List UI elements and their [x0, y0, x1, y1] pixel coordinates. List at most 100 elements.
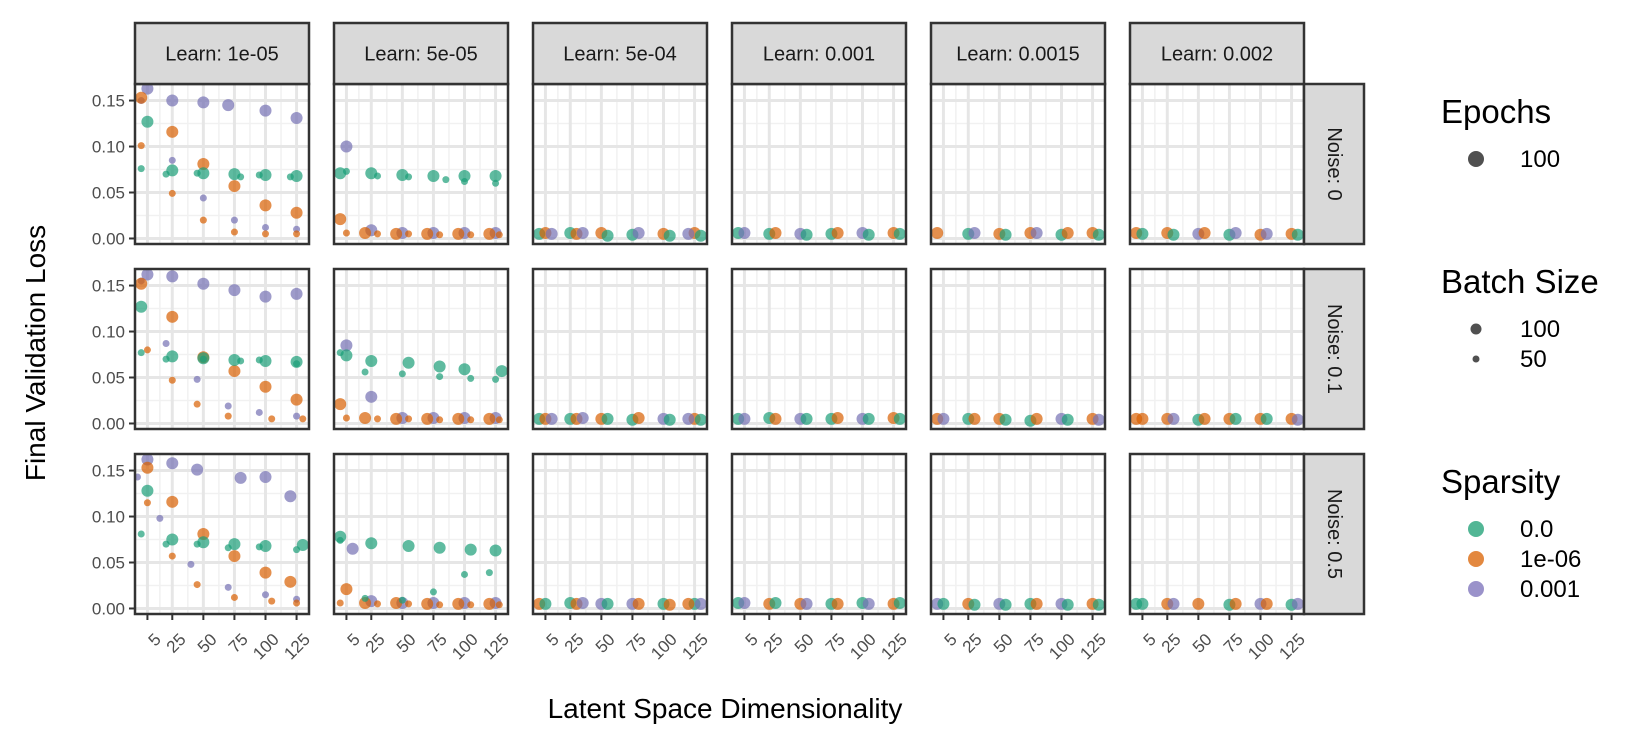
y-tick-label: 0.05	[92, 554, 125, 573]
scatter-point	[224, 583, 232, 591]
x-tick-label: 75	[1220, 630, 1247, 657]
panel-border	[332, 452, 510, 616]
scatter-point	[893, 412, 906, 425]
column-strip: Learn: 0.001	[730, 21, 908, 86]
strip-background	[531, 21, 709, 86]
scatter-point	[259, 104, 272, 117]
strip-background	[1128, 21, 1306, 86]
scatter-point	[166, 533, 179, 546]
scatter-point	[390, 412, 403, 425]
scatter-point	[485, 569, 493, 577]
scatter-point	[682, 597, 695, 610]
scatter-point	[1229, 597, 1242, 610]
x-tick-label: 25	[1158, 630, 1185, 657]
panel-background	[931, 269, 1105, 429]
legend-key	[1470, 323, 1482, 335]
column-strip: Learn: 5e-04	[531, 21, 709, 86]
facet-panel	[531, 82, 709, 246]
facet-panel	[133, 82, 311, 246]
strip-background	[1302, 452, 1366, 616]
x-tick-label: 100	[249, 630, 282, 663]
scatter-point	[336, 536, 344, 544]
scatter-point	[433, 541, 446, 554]
scatter-point	[141, 484, 154, 497]
scatter-point	[237, 173, 245, 181]
y-tick-label: 0.15	[92, 277, 125, 296]
strip-background	[929, 21, 1107, 86]
scatter-point	[255, 171, 263, 179]
scatter-point	[228, 180, 241, 193]
scatter-point	[800, 597, 813, 610]
scatter-point	[162, 339, 170, 347]
scatter-point	[166, 270, 179, 283]
scatter-point	[365, 390, 378, 403]
scatter-point	[374, 172, 381, 180]
facet-panel	[332, 267, 510, 431]
x-tick-label: 5	[145, 630, 165, 650]
scatter-point	[738, 226, 751, 239]
row-strip-label: Noise: 0	[1323, 127, 1345, 200]
scatter-point	[1092, 413, 1105, 426]
scatter-point	[601, 597, 614, 610]
data-points	[1130, 412, 1304, 426]
panel-background	[931, 454, 1105, 614]
scatter-point	[937, 412, 950, 425]
scatter-point	[495, 416, 503, 424]
scatter-point	[193, 169, 201, 177]
data-points	[533, 596, 707, 611]
x-tick-label: 5	[941, 630, 961, 650]
panel-background	[732, 84, 906, 244]
scatter-point	[495, 601, 503, 609]
scatter-point	[769, 226, 782, 239]
panel-background	[334, 454, 508, 614]
facet-panel	[1128, 267, 1306, 431]
y-tick-label: 0.00	[92, 599, 125, 618]
scatter-point	[539, 597, 552, 610]
scatter-point	[442, 176, 450, 184]
scatter-point	[162, 170, 170, 178]
scatter-point	[199, 216, 207, 224]
scatter-point	[862, 228, 875, 241]
scatter-point	[545, 412, 558, 425]
x-tick-label: 50	[393, 630, 420, 657]
scatter-point	[893, 227, 906, 240]
scatter-point	[937, 597, 950, 610]
scatter-point	[405, 230, 413, 238]
scatter-point	[135, 300, 148, 313]
y-tick-label: 0.15	[92, 462, 125, 481]
legend-label: 0.0	[1520, 516, 1553, 543]
x-tick-label: 75	[623, 630, 650, 657]
scatter-point	[224, 412, 232, 420]
scatter-point	[968, 226, 981, 239]
x-tick-label: 75	[225, 630, 252, 657]
scatter-point	[197, 96, 210, 109]
legend-group: Epochs 100	[1441, 93, 1560, 173]
legend-key	[1468, 151, 1484, 167]
scatter-point	[197, 528, 210, 540]
scatter-point	[166, 495, 179, 508]
scatter-point	[255, 356, 263, 364]
legend-title: Epochs	[1441, 93, 1551, 130]
scatter-point	[193, 375, 201, 383]
facet-strips: Learn: 1e-05 Learn: 5e-05 Learn: 5e-04 Lear…	[133, 21, 1366, 616]
scatter-point	[197, 167, 210, 180]
scatter-point	[166, 94, 179, 107]
panel-background	[1130, 84, 1304, 244]
scatter-point	[663, 598, 676, 611]
scatter-point	[663, 413, 676, 426]
scatter-point	[141, 82, 154, 95]
panel-background	[135, 84, 309, 244]
scatter-point	[1092, 228, 1105, 241]
y-tick-label: 0.10	[92, 323, 125, 342]
scatter-point	[436, 373, 444, 381]
scatter-point	[137, 349, 145, 357]
scatter-point	[262, 230, 269, 238]
data-points	[931, 226, 1105, 241]
facet-panel	[1128, 452, 1306, 616]
legend-key	[1468, 551, 1484, 567]
scatter-point	[694, 413, 707, 426]
data-points	[931, 597, 1105, 611]
scatter-point	[137, 165, 145, 173]
scatter-point	[293, 360, 301, 368]
